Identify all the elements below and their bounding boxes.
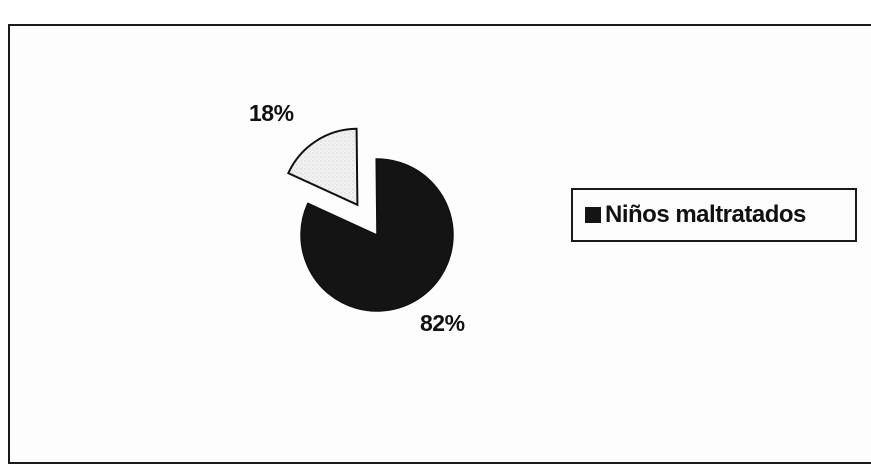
pie-slice-82 bbox=[300, 158, 454, 312]
pie-slice-18 bbox=[286, 127, 359, 207]
pie-chart bbox=[286, 127, 454, 312]
legend: Niños maltratados bbox=[571, 188, 857, 242]
legend-label: Niños maltratados bbox=[605, 201, 806, 228]
data-label-82: 82% bbox=[420, 310, 465, 336]
data-label-18: 18% bbox=[249, 100, 294, 126]
legend-swatch bbox=[585, 207, 601, 223]
